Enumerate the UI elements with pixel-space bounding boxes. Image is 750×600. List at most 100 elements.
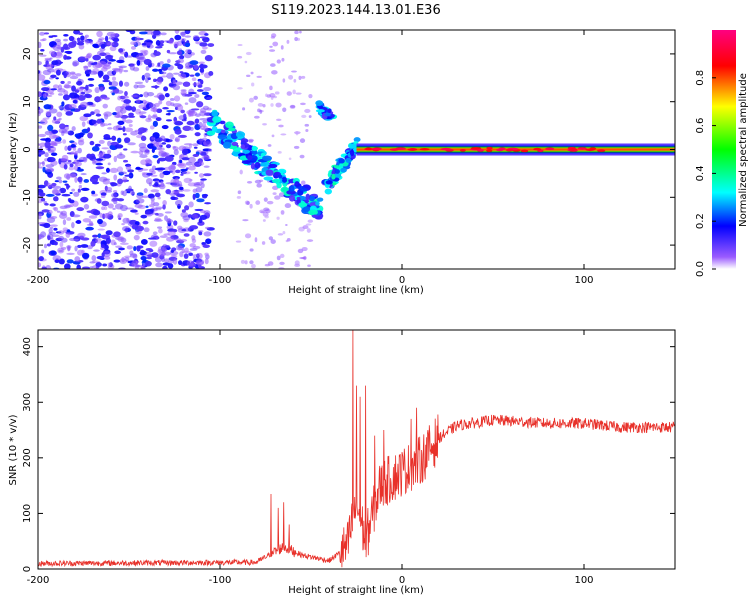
sparse-noise-blob bbox=[254, 237, 258, 243]
noise-blob bbox=[117, 95, 122, 101]
noise-blob bbox=[170, 249, 175, 253]
noise-blob bbox=[182, 125, 192, 132]
noise-blob bbox=[203, 141, 212, 147]
chirp-blob bbox=[294, 181, 300, 188]
noise-blob bbox=[126, 55, 133, 58]
carrier-peak bbox=[389, 148, 399, 151]
chirp-blob bbox=[333, 165, 341, 169]
noise-blob bbox=[204, 252, 209, 256]
noise-blob bbox=[167, 230, 176, 237]
noise-blob bbox=[178, 238, 188, 242]
noise-blob bbox=[155, 262, 163, 268]
noise-blob bbox=[127, 142, 136, 146]
noise-blob bbox=[102, 79, 111, 83]
noise-blob bbox=[59, 205, 68, 210]
sparse-noise-blob bbox=[294, 260, 300, 266]
noise-blob bbox=[181, 248, 185, 253]
noise-blob bbox=[157, 157, 167, 162]
noise-blob bbox=[177, 64, 184, 70]
noise-blob bbox=[208, 71, 214, 76]
noise-blob bbox=[62, 180, 68, 183]
noise-blob bbox=[108, 36, 114, 40]
noise-blob bbox=[117, 127, 123, 131]
noise-blob bbox=[189, 74, 195, 77]
noise-blob bbox=[169, 134, 175, 140]
noise-blob bbox=[198, 231, 203, 236]
noise-blob bbox=[163, 258, 170, 263]
noise-blob bbox=[38, 161, 41, 167]
sparse-noise-blob bbox=[275, 102, 282, 108]
noise-blob bbox=[77, 139, 85, 146]
noise-blob bbox=[198, 121, 203, 128]
noise-blob bbox=[188, 201, 194, 208]
noise-blob bbox=[54, 138, 59, 142]
noise-blob bbox=[68, 199, 75, 204]
noise-blob bbox=[63, 34, 69, 37]
y-tick-label: 10 bbox=[22, 95, 33, 108]
noise-blob bbox=[181, 148, 189, 156]
spectrogram-xlabel: Height of straight line (km) bbox=[288, 285, 424, 296]
noise-blob bbox=[135, 56, 144, 59]
noise-blob bbox=[190, 108, 200, 111]
noise-blob bbox=[119, 258, 128, 264]
noise-blob bbox=[50, 143, 57, 146]
noise-blob bbox=[138, 111, 147, 115]
noise-blob bbox=[198, 61, 205, 65]
noise-blob bbox=[56, 111, 63, 118]
noise-blob bbox=[87, 60, 92, 68]
chirp-blob bbox=[250, 162, 256, 170]
noise-blob bbox=[163, 166, 172, 171]
noise-blob bbox=[42, 117, 50, 120]
noise-blob bbox=[100, 43, 106, 49]
noise-blob bbox=[113, 155, 118, 163]
noise-blob bbox=[95, 113, 102, 117]
noise-blob bbox=[129, 191, 135, 195]
noise-blob bbox=[124, 81, 130, 87]
noise-blob bbox=[74, 133, 80, 138]
noise-blob bbox=[199, 63, 205, 69]
colorbar-tick-label: 0.6 bbox=[695, 118, 706, 134]
noise-blob bbox=[40, 48, 45, 52]
sparse-noise-blob bbox=[276, 216, 280, 220]
noise-blob bbox=[72, 238, 79, 241]
noise-blob bbox=[151, 252, 159, 258]
noise-blob bbox=[189, 126, 194, 131]
noise-blob bbox=[166, 58, 171, 64]
chirp-blob bbox=[271, 178, 281, 184]
noise-blob bbox=[130, 94, 139, 98]
noise-blob bbox=[80, 187, 90, 191]
noise-blob bbox=[158, 94, 165, 101]
noise-blob bbox=[74, 245, 78, 252]
noise-blob bbox=[144, 211, 152, 215]
noise-blob bbox=[95, 262, 102, 268]
noise-blob bbox=[50, 88, 58, 91]
carrier-peak bbox=[365, 147, 372, 151]
noise-blob bbox=[77, 232, 86, 238]
carrier-peak bbox=[569, 147, 578, 151]
noise-blob bbox=[92, 54, 101, 61]
noise-blob bbox=[96, 30, 103, 38]
noise-blob bbox=[197, 221, 205, 226]
sparse-noise-blob bbox=[267, 144, 272, 147]
noise-blob bbox=[118, 48, 124, 53]
y-tick-label: 20 bbox=[22, 48, 33, 61]
noise-blob bbox=[97, 70, 104, 77]
noise-blob bbox=[77, 166, 81, 170]
snr-frame bbox=[37, 329, 676, 570]
sparse-noise-blob bbox=[240, 259, 246, 264]
noise-blob bbox=[112, 190, 118, 193]
noise-blob bbox=[89, 70, 98, 75]
noise-blob bbox=[99, 212, 103, 218]
noise-blob bbox=[157, 68, 163, 72]
x-tick-label: -200 bbox=[27, 575, 50, 586]
noise-blob bbox=[125, 30, 133, 33]
noise-blob bbox=[119, 171, 128, 175]
noise-blob bbox=[98, 176, 108, 182]
noise-blob bbox=[157, 213, 164, 217]
noise-blob bbox=[147, 77, 151, 81]
noise-blob bbox=[54, 38, 61, 43]
chirp-blob bbox=[298, 196, 307, 201]
chirp-blob bbox=[308, 195, 316, 202]
noise-blob bbox=[206, 96, 212, 100]
noise-blob bbox=[133, 246, 137, 252]
